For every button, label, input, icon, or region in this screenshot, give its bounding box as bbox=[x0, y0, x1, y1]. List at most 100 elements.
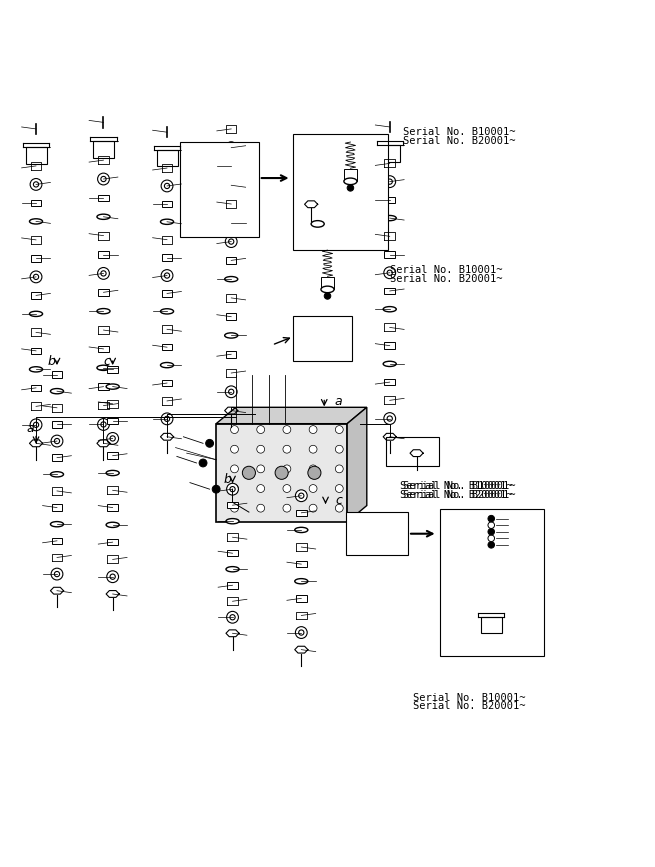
Circle shape bbox=[231, 426, 238, 434]
Circle shape bbox=[98, 419, 109, 430]
Ellipse shape bbox=[321, 286, 334, 293]
Circle shape bbox=[230, 615, 235, 620]
Bar bbox=[226, 163, 236, 170]
Circle shape bbox=[231, 485, 238, 492]
Bar bbox=[31, 199, 41, 206]
Bar bbox=[107, 539, 118, 545]
Circle shape bbox=[335, 485, 343, 492]
Circle shape bbox=[51, 568, 63, 580]
Ellipse shape bbox=[225, 333, 238, 338]
Circle shape bbox=[488, 529, 495, 535]
Ellipse shape bbox=[225, 183, 238, 188]
Bar bbox=[52, 454, 62, 461]
Circle shape bbox=[295, 627, 307, 638]
Bar bbox=[293, 316, 352, 362]
Circle shape bbox=[33, 182, 39, 187]
Ellipse shape bbox=[344, 178, 357, 185]
Circle shape bbox=[54, 571, 60, 577]
Circle shape bbox=[347, 185, 354, 191]
Circle shape bbox=[283, 505, 291, 512]
Circle shape bbox=[283, 465, 291, 473]
Text: Serial No. B10001~: Serial No. B10001~ bbox=[390, 265, 502, 275]
Bar bbox=[31, 385, 41, 391]
Ellipse shape bbox=[29, 218, 43, 224]
Ellipse shape bbox=[97, 309, 110, 314]
Bar bbox=[321, 277, 334, 289]
Bar bbox=[162, 254, 172, 261]
Circle shape bbox=[257, 485, 265, 492]
Circle shape bbox=[227, 483, 238, 495]
Polygon shape bbox=[216, 407, 367, 424]
Bar bbox=[180, 142, 259, 237]
Circle shape bbox=[212, 486, 220, 493]
Ellipse shape bbox=[29, 367, 43, 372]
Bar bbox=[226, 219, 236, 226]
Bar bbox=[107, 366, 118, 373]
Circle shape bbox=[257, 446, 265, 453]
Bar bbox=[296, 561, 307, 567]
Bar bbox=[227, 550, 238, 557]
Circle shape bbox=[488, 542, 495, 548]
Bar bbox=[226, 313, 236, 320]
Bar bbox=[162, 344, 172, 350]
Circle shape bbox=[283, 426, 291, 434]
Ellipse shape bbox=[295, 527, 308, 532]
Ellipse shape bbox=[383, 216, 396, 221]
Circle shape bbox=[387, 179, 392, 185]
Circle shape bbox=[30, 271, 42, 283]
Circle shape bbox=[33, 274, 39, 279]
Text: Serial No. B10001~: Serial No. B10001~ bbox=[403, 127, 515, 138]
Bar bbox=[296, 510, 307, 516]
Bar bbox=[162, 290, 172, 297]
Bar bbox=[98, 194, 109, 201]
Circle shape bbox=[206, 440, 214, 447]
Text: c: c bbox=[103, 355, 110, 368]
Ellipse shape bbox=[160, 219, 174, 225]
Bar bbox=[384, 197, 395, 203]
Bar bbox=[26, 147, 47, 164]
Ellipse shape bbox=[295, 578, 308, 583]
Circle shape bbox=[30, 179, 42, 190]
Circle shape bbox=[299, 493, 304, 499]
Circle shape bbox=[227, 611, 238, 623]
Circle shape bbox=[488, 522, 495, 529]
Bar bbox=[52, 421, 62, 427]
Circle shape bbox=[54, 439, 60, 444]
Ellipse shape bbox=[383, 362, 396, 367]
Bar bbox=[226, 257, 236, 264]
Bar bbox=[226, 351, 236, 357]
Circle shape bbox=[309, 485, 317, 492]
Circle shape bbox=[324, 293, 331, 299]
Circle shape bbox=[283, 485, 291, 492]
Circle shape bbox=[225, 386, 237, 398]
Bar bbox=[98, 383, 109, 390]
Bar bbox=[52, 538, 62, 544]
Text: Serial No. B20001~: Serial No. B20001~ bbox=[413, 701, 525, 711]
Circle shape bbox=[309, 465, 317, 473]
Circle shape bbox=[51, 435, 63, 447]
Ellipse shape bbox=[311, 220, 324, 227]
Bar bbox=[93, 141, 114, 158]
Ellipse shape bbox=[50, 388, 64, 394]
Circle shape bbox=[488, 535, 495, 542]
Circle shape bbox=[110, 436, 115, 441]
Bar bbox=[379, 145, 400, 161]
Circle shape bbox=[225, 142, 237, 153]
Circle shape bbox=[101, 422, 106, 427]
Circle shape bbox=[257, 426, 265, 434]
Circle shape bbox=[231, 446, 238, 453]
Bar bbox=[31, 292, 41, 298]
Circle shape bbox=[107, 570, 119, 583]
Bar bbox=[481, 617, 502, 633]
Bar bbox=[386, 437, 439, 466]
Circle shape bbox=[110, 574, 115, 579]
Bar bbox=[227, 582, 238, 589]
Circle shape bbox=[101, 271, 106, 276]
Circle shape bbox=[275, 466, 288, 479]
Text: c: c bbox=[335, 493, 342, 506]
Bar bbox=[98, 289, 109, 296]
Circle shape bbox=[229, 239, 234, 244]
Bar bbox=[384, 379, 395, 385]
Circle shape bbox=[33, 422, 39, 427]
Circle shape bbox=[488, 515, 495, 522]
